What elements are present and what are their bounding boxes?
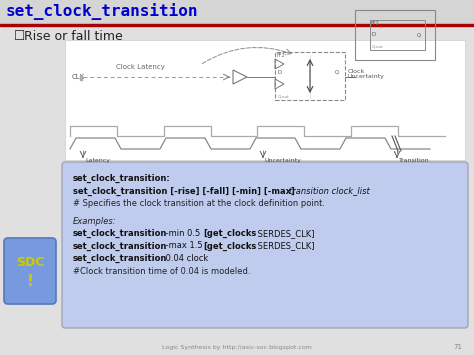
Text: [get_clocks: [get_clocks — [203, 241, 256, 251]
Text: D: D — [372, 33, 376, 38]
Text: Rise or fall time: Rise or fall time — [24, 29, 123, 43]
Text: set_clock_transition: set_clock_transition — [73, 229, 167, 238]
Text: Latency: Latency — [85, 158, 110, 163]
Text: SERDES_CLK]: SERDES_CLK] — [255, 241, 315, 251]
Text: FF2: FF2 — [371, 21, 380, 26]
Text: CLK: CLK — [72, 74, 85, 80]
Text: Logic Synthesis by http://asic-soc.blogspot.com: Logic Synthesis by http://asic-soc.blogs… — [162, 344, 312, 350]
Text: Examples:: Examples: — [73, 217, 117, 225]
Text: -min 0.5: -min 0.5 — [163, 229, 203, 238]
Text: set_clock_transition: set_clock_transition — [6, 4, 199, 21]
Text: Uncertainty: Uncertainty — [265, 158, 302, 163]
Text: 71: 71 — [453, 344, 462, 350]
Text: !: ! — [27, 274, 34, 289]
Bar — [0, 24, 474, 26]
Text: #Clock transition time of 0.04 is modeled.: #Clock transition time of 0.04 is modele… — [73, 267, 250, 275]
Bar — [275, 52, 345, 100]
Text: SERDES_CLK]: SERDES_CLK] — [255, 229, 315, 238]
Text: Q: Q — [417, 33, 421, 38]
Bar — [355, 10, 435, 60]
Bar — [0, 0, 474, 23]
Text: Q: Q — [335, 70, 339, 75]
Text: Q-out: Q-out — [278, 94, 290, 98]
Text: D: D — [278, 70, 282, 75]
FancyArrow shape — [80, 75, 82, 80]
Text: ☐: ☐ — [14, 29, 25, 43]
Text: # Specifies the clock transition at the clock definition point.: # Specifies the clock transition at the … — [73, 199, 325, 208]
Bar — [65, 40, 465, 160]
Text: set_clock_transition [-rise] [-fall] [-min] [-max]: set_clock_transition [-rise] [-fall] [-m… — [73, 186, 298, 196]
Text: transition clock_list: transition clock_list — [289, 186, 370, 196]
Text: Q-out: Q-out — [372, 44, 384, 48]
Text: Clock Latency: Clock Latency — [116, 64, 164, 70]
Text: set_clock_transition: set_clock_transition — [73, 254, 167, 263]
Text: FF2: FF2 — [277, 53, 286, 58]
Text: set_clock_transition:: set_clock_transition: — [73, 174, 171, 183]
FancyBboxPatch shape — [4, 238, 56, 304]
Text: [get_clocks: [get_clocks — [203, 229, 256, 238]
Bar — [370, 20, 425, 50]
Text: Clock
Uncertainty: Clock Uncertainty — [348, 69, 385, 80]
Text: -max 1.5: -max 1.5 — [163, 241, 205, 251]
Text: 0.04 clock: 0.04 clock — [163, 254, 208, 263]
Text: Transition: Transition — [399, 158, 429, 163]
Text: set_clock_transition: set_clock_transition — [73, 241, 167, 251]
FancyBboxPatch shape — [62, 162, 468, 328]
Text: SDC: SDC — [16, 256, 44, 268]
